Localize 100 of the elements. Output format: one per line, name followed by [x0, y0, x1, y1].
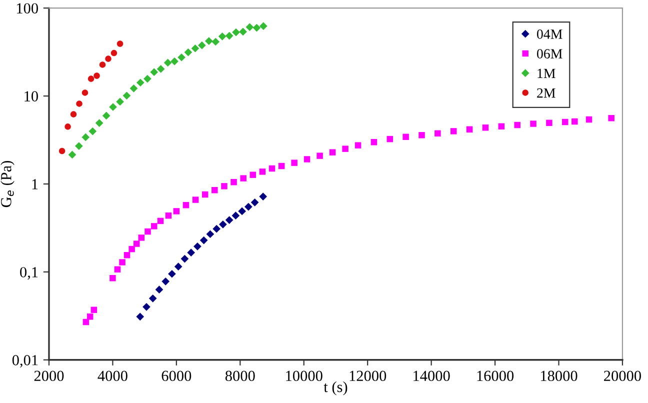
point — [219, 220, 227, 228]
point — [232, 28, 240, 36]
point — [200, 236, 208, 244]
point — [164, 58, 172, 67]
point — [246, 23, 254, 31]
point — [58, 148, 66, 154]
point — [182, 202, 190, 208]
legend-label: 06M — [536, 49, 562, 58]
point — [82, 90, 88, 96]
point — [136, 312, 144, 321]
point — [162, 277, 170, 286]
point — [304, 156, 310, 162]
point — [64, 124, 71, 130]
point — [252, 24, 261, 32]
point — [116, 40, 124, 47]
point — [75, 142, 83, 150]
point — [88, 127, 97, 136]
point — [608, 115, 614, 122]
point — [165, 212, 172, 219]
point — [268, 165, 276, 172]
x-tick-label: 6000 — [162, 370, 192, 382]
point — [151, 223, 158, 230]
x-tick-label: 20000 — [604, 370, 641, 382]
point — [109, 103, 117, 111]
point — [250, 172, 256, 178]
point — [278, 162, 285, 170]
point — [259, 192, 268, 200]
point — [130, 84, 138, 92]
point — [418, 132, 425, 138]
y-tick-label: 100 — [17, 3, 38, 14]
point — [136, 78, 144, 87]
point — [482, 124, 489, 131]
point — [184, 48, 192, 56]
point — [133, 240, 140, 247]
legend-label: 1M — [538, 68, 556, 78]
point — [218, 32, 226, 40]
x-tick-label: 16000 — [477, 370, 514, 382]
point — [291, 160, 298, 166]
point — [138, 234, 145, 241]
point — [250, 198, 259, 206]
point — [86, 314, 94, 320]
point — [434, 130, 441, 137]
x-tick-label: 18000 — [540, 370, 578, 382]
y-tick-label: 1 — [32, 179, 38, 190]
point — [225, 32, 234, 40]
point — [329, 149, 336, 156]
point — [90, 306, 98, 314]
x-axis-title: t (s) — [324, 381, 348, 396]
point — [354, 142, 362, 148]
point — [105, 56, 112, 62]
point — [342, 146, 348, 152]
point — [466, 126, 473, 133]
point — [148, 294, 157, 302]
point — [94, 72, 100, 79]
point — [498, 123, 505, 130]
point — [562, 118, 568, 126]
point — [194, 242, 202, 250]
point — [99, 62, 106, 68]
point — [173, 208, 180, 214]
point — [316, 152, 323, 159]
point — [198, 41, 206, 50]
point — [221, 183, 228, 190]
point — [191, 44, 200, 52]
point — [232, 212, 240, 220]
point — [180, 254, 189, 263]
point — [450, 128, 457, 134]
point — [128, 246, 135, 252]
point — [144, 74, 152, 83]
x-tick-label: 14000 — [414, 370, 450, 382]
point — [238, 207, 246, 216]
point — [174, 262, 182, 271]
point — [178, 53, 186, 62]
point — [170, 57, 178, 66]
point — [76, 100, 82, 107]
point — [259, 168, 266, 175]
point — [144, 228, 151, 235]
y-axis-title: G$_{e}$ (Pa) — [0, 160, 14, 208]
point — [95, 119, 104, 127]
x-tick-label: 10000 — [286, 370, 322, 382]
y-tick-label: 0,1 — [20, 267, 38, 280]
point — [386, 136, 394, 142]
point — [370, 139, 378, 146]
legend-label: 04M — [536, 29, 562, 39]
point — [586, 116, 592, 123]
point — [402, 134, 409, 140]
point — [155, 286, 164, 294]
point — [102, 112, 110, 120]
y-tick-label: 0,01 — [12, 355, 38, 368]
point — [68, 150, 76, 159]
point — [70, 111, 77, 118]
point — [259, 22, 268, 30]
point — [192, 196, 199, 203]
point — [572, 118, 578, 125]
point — [206, 230, 214, 238]
point — [230, 178, 237, 186]
point — [212, 187, 218, 194]
point — [88, 76, 94, 82]
point — [212, 38, 220, 46]
point — [124, 252, 130, 258]
x-tick-label: 2000 — [34, 370, 64, 382]
